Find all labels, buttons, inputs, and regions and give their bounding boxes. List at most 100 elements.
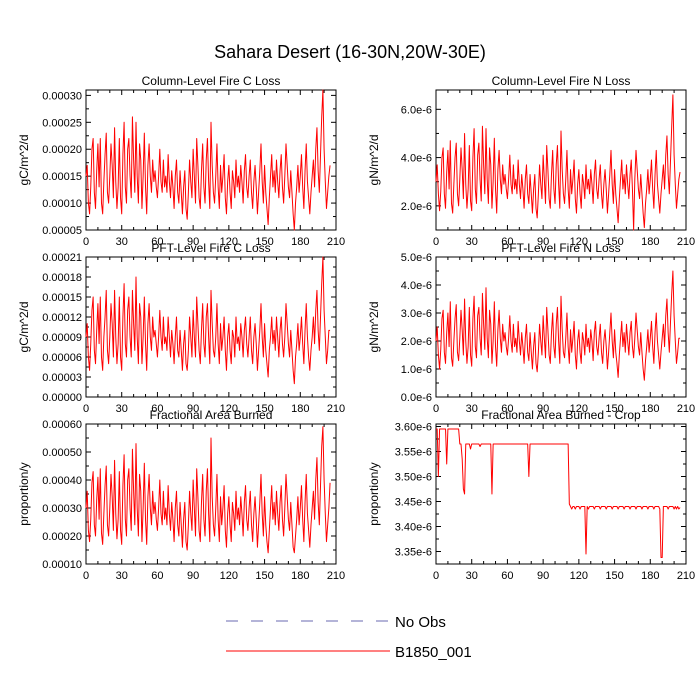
x-tick-label: 120 (570, 236, 588, 248)
y-tick-label: 3.55e-6 (395, 447, 432, 459)
x-tick-label: 120 (220, 570, 238, 582)
y-tick-label: 6.0e-6 (401, 104, 432, 116)
figure-title: Sahara Desert (16-30N,20W-30E) (214, 42, 486, 62)
panel-title: Fractional Area Burned - Crop (481, 408, 641, 422)
y-axis-label: gC/m^2/d (17, 302, 31, 353)
series-line-b1850 (435, 270, 681, 381)
y-tick-label: 3.50e-6 (395, 472, 432, 484)
y-axis-label: gC/m^2/d (17, 135, 31, 186)
x-tick-label: 210 (677, 403, 695, 415)
x-tick-label: 210 (677, 236, 695, 248)
y-tick-label: 0.00005 (42, 225, 82, 237)
x-tick-label: 60 (501, 403, 513, 415)
plot-frame (435, 89, 687, 231)
x-tick-label: 180 (291, 570, 309, 582)
x-tick-label: 30 (466, 236, 478, 248)
y-tick-label: 0.00060 (42, 419, 82, 431)
x-tick-label: 90 (187, 236, 199, 248)
x-tick-label: 90 (537, 403, 549, 415)
x-tick-label: 90 (187, 570, 199, 582)
x-tick-label: 90 (187, 403, 199, 415)
x-tick-label: 0 (433, 236, 439, 248)
plot-frame (85, 89, 337, 231)
y-tick-label: 4.0e-6 (401, 280, 432, 292)
y-tick-label: 0.00030 (42, 503, 82, 515)
y-tick-label: 0.00010 (42, 198, 82, 210)
x-tick-label: 150 (255, 236, 273, 248)
legend-b1850-label: B1850_001 (395, 644, 472, 661)
chart-panel-2: Column-Level Fire N Loss 0 30 60 90 120 150 180… (367, 74, 695, 248)
y-tick-label: 3.60e-6 (395, 422, 432, 434)
series-line-b1850 (435, 94, 681, 231)
series-line-b1850 (436, 428, 681, 558)
panel-title: Column-Level Fire N Loss (492, 74, 631, 88)
x-tick-label: 150 (605, 570, 623, 582)
series-line-b1850 (85, 89, 331, 231)
x-tick-label: 0 (433, 570, 439, 582)
panel-title: Column-Level Fire C Loss (142, 74, 281, 88)
x-tick-label: 120 (220, 236, 238, 248)
x-tick-label: 0 (433, 403, 439, 415)
chart-panel-6: Fractional Area Burned - Crop 0 30 60 90 120 1… (367, 408, 695, 582)
x-tick-label: 210 (327, 570, 345, 582)
x-tick-label: 30 (116, 570, 128, 582)
chart-panel-4: PFT-Level Fire N Loss 0 30 60 90 120 150 180 210… (367, 241, 695, 415)
y-tick-label: 0.00012 (42, 312, 82, 324)
x-tick-label: 60 (151, 236, 163, 248)
panel-title: Fractional Area Burned (150, 408, 273, 422)
x-tick-label: 120 (570, 403, 588, 415)
x-tick-label: 120 (220, 403, 238, 415)
y-axis-label: gN/m^2/d (367, 302, 381, 353)
y-tick-label: 0.00009 (42, 332, 82, 344)
y-tick-label: 0.00020 (42, 144, 82, 156)
y-tick-label: 2.0e-6 (401, 336, 432, 348)
x-tick-label: 60 (501, 236, 513, 248)
x-tick-label: 30 (116, 403, 128, 415)
x-tick-label: 90 (537, 236, 549, 248)
panel-title: PFT-Level Fire N Loss (501, 241, 620, 255)
y-tick-label: 0.00025 (42, 117, 82, 129)
y-tick-label: 0.00050 (42, 447, 82, 459)
x-tick-label: 30 (466, 403, 478, 415)
x-tick-label: 150 (255, 570, 273, 582)
chart-panel-5: Fractional Area Burned 0 30 60 90 120 150 180 21… (17, 408, 345, 582)
x-tick-label: 60 (151, 570, 163, 582)
y-tick-label: 4.0e-6 (401, 153, 432, 165)
y-tick-label: 3.40e-6 (395, 522, 432, 534)
x-tick-label: 60 (151, 403, 163, 415)
x-tick-label: 150 (255, 403, 273, 415)
y-tick-label: 0.00030 (42, 90, 82, 102)
y-axis-label: proportion/y (367, 462, 381, 525)
plot-frame (435, 423, 687, 565)
x-tick-label: 0 (83, 403, 89, 415)
y-tick-label: 0.0e-6 (401, 392, 432, 404)
x-tick-label: 210 (677, 570, 695, 582)
legend: No Obs B1850_001 (226, 614, 472, 661)
y-tick-label: 0.00040 (42, 475, 82, 487)
panel-title: PFT-Level Fire C Loss (151, 241, 270, 255)
y-tick-label: 0.00015 (42, 171, 82, 183)
y-axis-label: proportion/y (17, 462, 31, 525)
y-tick-label: 0.00015 (42, 292, 82, 304)
y-tick-label: 3.35e-6 (395, 547, 432, 559)
y-tick-label: 0.00020 (42, 531, 82, 543)
y-tick-label: 0.00018 (42, 272, 82, 284)
y-tick-label: 0.00000 (42, 392, 82, 404)
panels: Column-Level Fire C Loss 0 30 60 90 120 150 180… (17, 74, 695, 582)
y-tick-label: 5.0e-6 (401, 252, 432, 264)
x-tick-label: 30 (466, 570, 478, 582)
x-tick-label: 0 (83, 236, 89, 248)
x-tick-label: 180 (291, 403, 309, 415)
y-axis-label: gN/m^2/d (367, 135, 381, 186)
y-tick-label: 0.00010 (42, 559, 82, 571)
y-tick-label: 3.45e-6 (395, 497, 432, 509)
y-tick-label: 3.0e-6 (401, 308, 432, 320)
chart-panel-1: Column-Level Fire C Loss 0 30 60 90 120 150 180… (17, 74, 345, 248)
y-tick-label: 0.00021 (42, 252, 82, 264)
x-tick-label: 180 (641, 403, 659, 415)
legend-no-obs-label: No Obs (395, 614, 446, 631)
x-tick-label: 180 (291, 236, 309, 248)
y-tick-label: 1.0e-6 (401, 364, 432, 376)
x-tick-label: 180 (641, 236, 659, 248)
